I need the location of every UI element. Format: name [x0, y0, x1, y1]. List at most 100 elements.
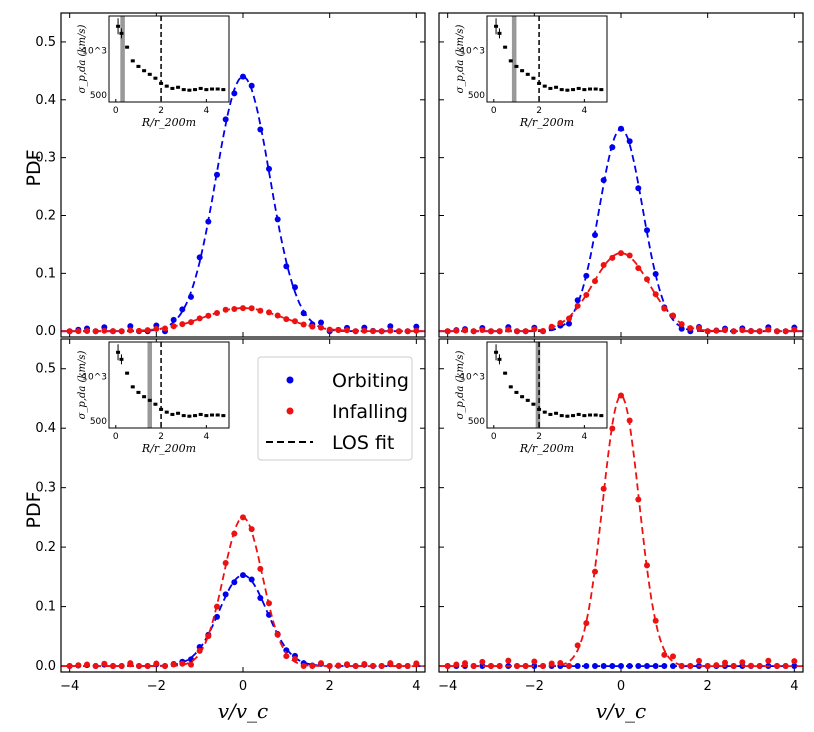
inset-xlabel: R/r_200m [141, 116, 196, 129]
inset-point [494, 24, 499, 28]
inset-bg [487, 16, 607, 102]
data-point-infalling [583, 620, 590, 627]
data-point-orbiting [618, 125, 624, 132]
data-point-infalling [756, 663, 763, 670]
data-point-orbiting [170, 316, 177, 323]
data-point-infalling [326, 326, 333, 333]
data-point-infalling [188, 319, 194, 326]
data-point-infalling [522, 663, 529, 670]
data-point-infalling [300, 321, 307, 328]
data-point-infalling [496, 328, 503, 335]
data-point-infalling [583, 291, 590, 298]
data-point-infalling [101, 660, 108, 667]
inset-point [559, 88, 564, 92]
data-point-infalling [127, 327, 134, 334]
data-point-infalling [730, 328, 737, 335]
data-point-orbiting [609, 144, 616, 151]
inset-point [525, 72, 530, 76]
x-tick-label: −2 [525, 679, 544, 694]
data-point-orbiting [652, 271, 659, 278]
inset-point [554, 411, 559, 415]
x-tick-label: 4 [412, 679, 420, 694]
data-point-infalling [257, 307, 264, 314]
data-point-infalling [453, 661, 460, 668]
data-point-orbiting [626, 138, 633, 145]
y-tick-label: 0.2 [35, 209, 56, 224]
data-point-orbiting [600, 663, 607, 670]
inset-y-tick-label: 10^3 [82, 46, 107, 56]
inset-point [531, 402, 536, 406]
inset-top-right: 0 2 4 500 10^3 R/r_200m σ_p,da (km/s) [455, 15, 608, 129]
data-point-infalling [540, 328, 546, 335]
panel-top-left: 0.0 0.1 0.2 0.3 0.4 0.5 0 2 4 500 10^3 R/r_200m σ_p,… [35, 12, 426, 339]
data-point-infalling [144, 327, 151, 334]
data-point-infalling [266, 600, 272, 607]
inset-point [215, 413, 220, 417]
inset-y-tick-label: 500 [468, 417, 485, 427]
inset-point [503, 371, 508, 375]
ylabel-bottom: PDF [23, 491, 45, 528]
fit-curve-infalling [61, 307, 425, 333]
data-point-orbiting [318, 319, 324, 326]
legend-box [257, 356, 413, 461]
inset-x-tick-label: 2 [158, 106, 164, 116]
inset-ylabel: σ_p,da (km/s) [455, 25, 466, 94]
data-point-infalling [136, 327, 142, 334]
inset-point [548, 86, 553, 90]
data-point-orbiting [205, 218, 212, 225]
data-point-infalling [344, 327, 350, 334]
inset-point [593, 413, 598, 417]
data-point-infalling [505, 326, 512, 333]
inset-point [170, 412, 175, 416]
inset-point [520, 395, 525, 399]
data-point-orbiting [635, 185, 642, 192]
panel-bottom-right: −4 −2 0 2 4 0 2 4 500 10^3 R/r_200m σ_p,da (km/s) [438, 338, 804, 694]
inset-point [198, 412, 203, 416]
data-point-orbiting [583, 663, 590, 670]
data-point-infalling [557, 319, 564, 326]
data-point-infalling [782, 663, 789, 670]
data-point-infalling [739, 327, 746, 334]
inset-point [193, 88, 198, 92]
x-tick-label: −4 [438, 679, 457, 694]
data-point-orbiting [300, 310, 307, 317]
data-point-orbiting [652, 663, 659, 670]
data-point-orbiting [231, 90, 238, 97]
data-point-infalling [318, 324, 324, 331]
data-point-orbiting [413, 323, 420, 330]
data-point-orbiting [574, 297, 581, 304]
data-point-infalling [514, 663, 520, 670]
x-tick-label: −2 [147, 679, 166, 694]
inset-frame [486, 341, 608, 429]
inset-y-tick-label: 500 [90, 91, 107, 101]
data-point-infalling [696, 325, 702, 332]
data-point-orbiting [618, 663, 624, 670]
data-point-infalling [687, 663, 694, 670]
data-point-infalling [470, 328, 477, 335]
panel-top-right: 0 2 4 500 10^3 R/r_200m σ_p,da (km/s) [438, 12, 804, 338]
data-point-infalling [404, 328, 411, 335]
data-point-infalling [266, 309, 272, 316]
inset-x-tick-label: 0 [113, 432, 119, 442]
data-point-infalling [531, 658, 538, 665]
plot-frame [60, 12, 426, 338]
inset-y-tick-label: 10^3 [460, 372, 485, 382]
fit-curve-orbiting [439, 127, 803, 333]
data-point-infalling [170, 661, 177, 668]
data-point-infalling [335, 662, 342, 669]
data-point-infalling [678, 663, 685, 670]
data-point-infalling [670, 653, 676, 660]
inset-point [170, 86, 175, 90]
inset-x-tick-label: 2 [158, 432, 164, 442]
data-point-infalling [274, 631, 281, 638]
data-point-orbiting [127, 323, 134, 330]
data-point-infalling [378, 328, 385, 335]
y-tick-label: 0.5 [35, 362, 56, 377]
data-point-orbiting [274, 216, 281, 223]
data-point-infalling [514, 328, 520, 335]
legend-label-orbiting: Orbiting [332, 370, 409, 392]
inset-frame [108, 341, 230, 429]
data-point-infalling [309, 663, 316, 670]
data-point-infalling [170, 323, 177, 330]
